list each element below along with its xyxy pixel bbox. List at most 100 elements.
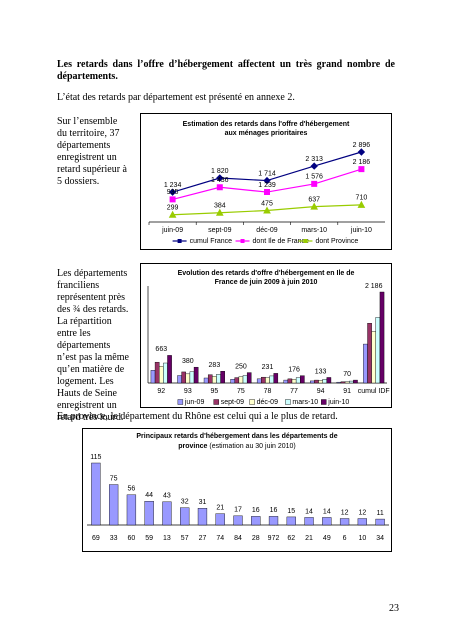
bar (304, 517, 314, 526)
bar (256, 378, 262, 384)
bar (242, 375, 248, 384)
bar (295, 377, 301, 384)
data-label: 14 (305, 508, 313, 515)
bar (212, 376, 217, 384)
bar (144, 501, 154, 526)
legend-marker (303, 239, 308, 243)
bar (109, 484, 119, 526)
page-number: 23 (389, 603, 399, 614)
legend-label: cumul France (190, 238, 233, 245)
data-label: 14 (323, 508, 331, 515)
bar (162, 501, 172, 526)
marker (216, 174, 224, 182)
data-label: 475 (261, 200, 273, 207)
data-label: 32 (181, 499, 189, 506)
data-label: 17 (234, 507, 242, 514)
bar (310, 380, 315, 384)
bar (363, 343, 368, 384)
data-label: 299 (167, 205, 179, 212)
x-tick-label: 13 (163, 535, 171, 542)
data-label: 133 (315, 368, 327, 375)
bar (268, 516, 279, 526)
bar (167, 355, 172, 384)
data-label: 1 436 (211, 177, 229, 184)
bar (375, 317, 381, 384)
marker (263, 206, 271, 214)
x-tick-label: 69 (92, 535, 100, 542)
data-label: 710 (356, 195, 368, 202)
x-tick-label: juin-09 (161, 227, 183, 234)
paragraph: En province, le département du Rhône est… (57, 411, 338, 422)
data-label: 663 (155, 346, 167, 353)
marker (216, 184, 223, 191)
data-label: 21 (216, 505, 224, 512)
bar (150, 370, 156, 384)
bar (326, 377, 332, 384)
bar (251, 516, 261, 526)
data-label: 44 (145, 492, 153, 499)
side-note: Sur l’ensemble du territoire, 37 départe… (57, 116, 127, 187)
data-label: 2 186 (353, 159, 371, 166)
bar (322, 517, 332, 526)
bar (357, 518, 367, 526)
marker (358, 166, 365, 173)
bar (336, 381, 342, 384)
x-tick-label: 95 (210, 388, 218, 395)
bar (283, 379, 289, 384)
data-label: 31 (199, 499, 207, 506)
bar (216, 374, 221, 384)
paragraph: Les retards dans l’offre d’hébergement a… (57, 59, 395, 82)
bar (154, 361, 160, 384)
bar (349, 380, 354, 384)
bar (197, 508, 208, 526)
legend-swatch (249, 399, 255, 405)
bar (159, 366, 164, 384)
legend-swatch (177, 399, 184, 405)
chart-svg: juin-09 sept-09 déc-09 mars-10 juin-10 1 234 1… (148, 142, 385, 245)
legend-marker (240, 239, 245, 243)
data-label: 15 (287, 508, 295, 515)
data-label: 1 239 (258, 182, 276, 189)
bar (379, 291, 385, 384)
bar (287, 378, 293, 384)
legend-label: sept-09 (221, 399, 244, 406)
x-tick-label: 75 (237, 388, 245, 395)
x-tick-label: 60 (128, 535, 136, 542)
bar (203, 377, 209, 384)
legend-label: dont Ile de France (253, 238, 310, 245)
data-label: 70 (343, 371, 351, 378)
data-label: 56 (128, 486, 136, 493)
bar (300, 375, 305, 384)
data-label: 115 (90, 454, 101, 461)
x-tick-label: cumul IDF (358, 388, 390, 395)
bar (375, 518, 385, 526)
data-label: 43 (163, 493, 171, 500)
x-tick-label: 84 (234, 535, 242, 542)
x-tick-label: 57 (181, 535, 189, 542)
bar (180, 507, 190, 526)
x-tick-label: mars-10 (301, 227, 327, 234)
chart: Principaux retards d'hébergement dans le… (82, 428, 392, 552)
bar (318, 380, 323, 384)
chart-subtitle: (estimation au 30 juin 2010) (209, 443, 296, 450)
data-label: 1 714 (258, 170, 276, 177)
data-label: 283 (209, 362, 221, 369)
bar (246, 372, 252, 384)
x-tick-label: 91 (343, 388, 351, 395)
legend-marker (177, 239, 182, 243)
data-label: 384 (214, 203, 226, 210)
data-label: 231 (262, 364, 274, 371)
legend-label: mars-10 (292, 399, 318, 406)
bar (177, 375, 182, 384)
data-label: 2 896 (353, 142, 371, 149)
marker (310, 162, 318, 170)
x-tick-label: sept-09 (208, 227, 231, 234)
chart: Evolution des retards d'offre d'hébergem… (140, 263, 392, 408)
marker (168, 188, 177, 196)
marker (357, 200, 366, 208)
marker (357, 148, 366, 156)
marker (311, 180, 318, 187)
bar (233, 515, 243, 526)
bar (314, 379, 319, 384)
